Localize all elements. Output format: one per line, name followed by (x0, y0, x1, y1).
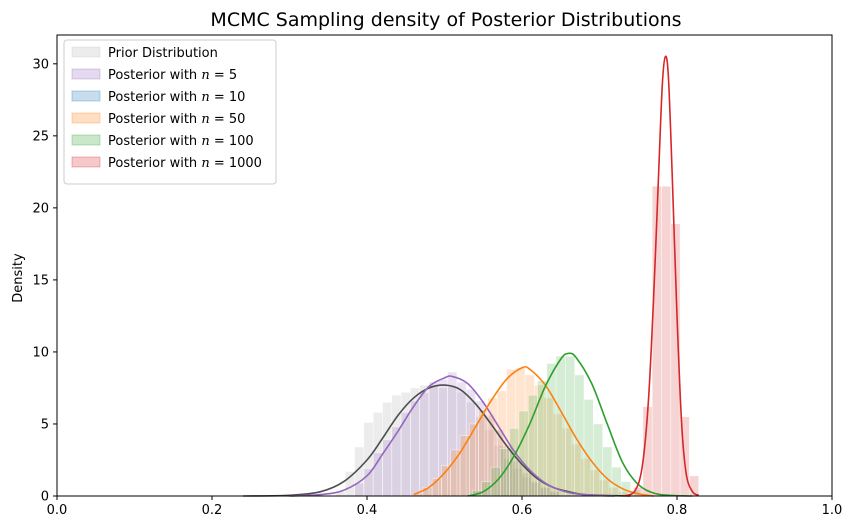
legend-box (63, 39, 277, 185)
bar-4-8 (546, 363, 557, 497)
y-tick-label: 20 (32, 201, 49, 216)
kde-curves (242, 55, 700, 497)
legend-label: Posterior with n = 1000 (108, 156, 262, 171)
bar-3-4 (450, 449, 461, 497)
legend-entry: Posterior with n = 5 (71, 68, 237, 83)
x-axis: 0.0 0.2 0.4 0.6 0.8 1.0 (47, 496, 843, 518)
y-axis-label: Density (11, 253, 26, 303)
legend-label: Posterior with n = 100 (108, 134, 254, 149)
bar-4-15 (611, 466, 622, 497)
kde-line-5 (622, 55, 700, 497)
y-tick-label: 25 (32, 129, 49, 144)
x-tick-label: 0.8 (667, 503, 688, 518)
legend-entry: Posterior with n = 10 (71, 90, 245, 105)
legend-entry: Posterior with n = 50 (71, 112, 245, 127)
bar-1-6 (410, 400, 420, 497)
y-tick-label: 30 (32, 57, 49, 72)
x-tick-label: 0.6 (512, 503, 533, 518)
y-tick-label: 0 (41, 490, 49, 505)
bar-4-11 (574, 374, 585, 497)
x-tick-label: 0.0 (47, 503, 68, 518)
x-tick-label: 0.2 (202, 503, 223, 518)
bar-4-14 (602, 446, 613, 497)
y-tick-label: 15 (32, 273, 49, 288)
kde-line-4 (467, 352, 693, 497)
bar-4-13 (592, 423, 603, 497)
bar-4-1 (481, 481, 492, 497)
bar-4-5 (518, 410, 529, 497)
bar-1-7 (419, 391, 430, 497)
bar-4-3 (499, 448, 510, 497)
legend: Prior Distribution Posterior with n = 5 Po… (63, 39, 277, 185)
chart-title: MCMC Sampling density of Posterior Distr… (210, 9, 681, 31)
legend-swatch (71, 90, 101, 102)
bar-5-3 (661, 185, 672, 497)
legend-swatch (71, 134, 101, 146)
bar-1-2 (372, 452, 383, 497)
bar-4-12 (583, 399, 594, 497)
y-tick-label: 10 (32, 345, 49, 360)
plot-frame (56, 34, 833, 497)
legend-entry: Prior Distribution (71, 46, 218, 61)
legend-entry: Posterior with n = 100 (71, 134, 254, 149)
kde-line-1 (289, 375, 616, 497)
kde-line-3 (413, 365, 654, 497)
x-tick-label: 0.4 (357, 503, 378, 518)
legend-label: Posterior with n = 10 (108, 90, 245, 105)
y-tick-label: 5 (41, 417, 49, 432)
bar-1-1 (363, 468, 374, 497)
legend-swatch (71, 112, 101, 124)
legend-label: Prior Distribution (108, 46, 218, 61)
x-tick-label: 1.0 (822, 503, 843, 518)
bars-series-3 (413, 367, 628, 497)
bar-4-9 (555, 355, 566, 497)
legend-swatch (71, 156, 101, 168)
legend-entry: Posterior with n = 1000 (71, 156, 262, 171)
bars-series-1 (354, 371, 560, 497)
legend-swatch (71, 46, 101, 58)
legend-swatch (71, 68, 101, 80)
bars-series-5 (633, 185, 700, 497)
y-axis: 0 5 10 15 20 25 30 (32, 57, 57, 505)
legend-label: Posterior with n = 5 (108, 68, 237, 83)
legend-label: Posterior with n = 50 (108, 112, 245, 127)
bar-0-1 (344, 471, 355, 497)
